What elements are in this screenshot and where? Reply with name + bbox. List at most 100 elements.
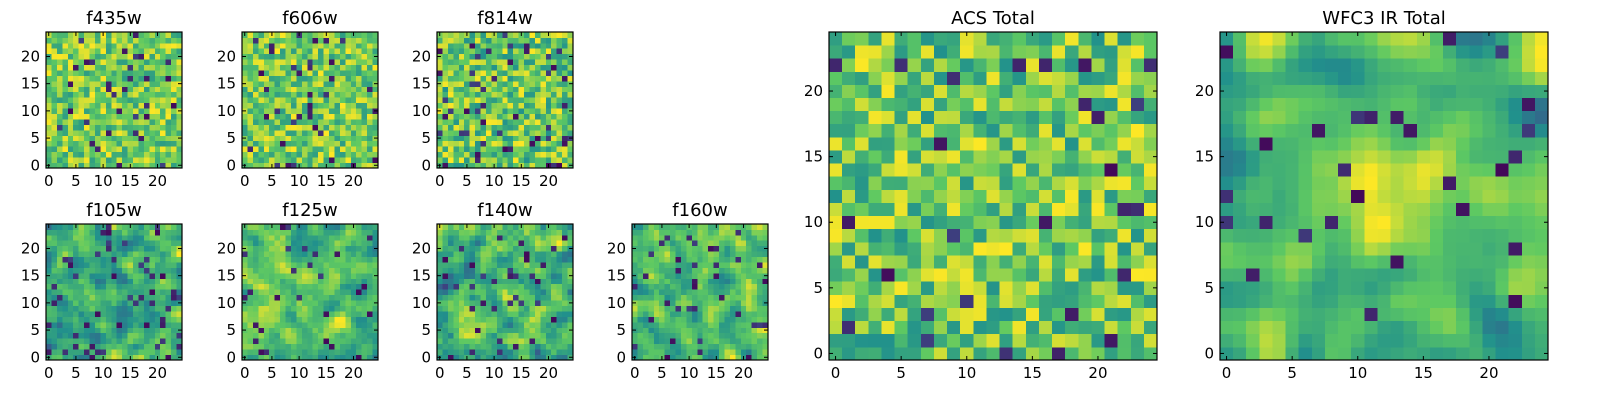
heatmap-cell — [485, 283, 492, 290]
heatmap-cell — [485, 267, 492, 274]
heatmap-cell — [518, 327, 525, 334]
heatmap-cell — [529, 289, 536, 296]
heatmap-cell — [545, 37, 552, 44]
heatmap-cell — [556, 300, 563, 306]
heatmap-cell — [312, 97, 319, 104]
heatmap-cell — [100, 294, 107, 301]
heatmap-cell — [56, 53, 63, 60]
heatmap-cell — [263, 113, 270, 120]
heatmap-cell — [138, 272, 145, 279]
heatmap-cell — [1052, 333, 1066, 348]
heatmap-cell — [105, 294, 112, 301]
heatmap-cell — [670, 289, 676, 296]
heatmap-cell — [545, 157, 552, 163]
heatmap-cell — [323, 140, 330, 147]
heatmap-cell — [529, 42, 536, 49]
heatmap-cell — [540, 305, 547, 312]
heatmap-cell — [280, 108, 286, 114]
heatmap-cell — [116, 234, 123, 241]
heatmap-cell — [356, 278, 363, 285]
heatmap-cell — [447, 75, 454, 82]
heatmap-cell — [274, 53, 281, 60]
heatmap-cell — [258, 327, 265, 334]
heatmap-cell — [78, 146, 85, 153]
heatmap-cell — [507, 289, 514, 296]
heatmap-cell — [247, 129, 254, 136]
heatmap-cell — [491, 86, 498, 93]
heatmap-cell — [171, 119, 177, 125]
heatmap-cell — [496, 283, 503, 290]
heatmap-cell — [653, 229, 660, 236]
heatmap-cell — [567, 267, 574, 274]
heatmap-cell — [475, 256, 481, 263]
heatmap-cell — [263, 332, 270, 339]
heatmap-cell — [464, 321, 471, 328]
heatmap-cell — [464, 251, 471, 258]
heatmap-cell — [269, 294, 276, 301]
heatmap-cell — [480, 135, 487, 142]
heatmap-cell — [442, 289, 449, 296]
heatmap-cell — [496, 251, 503, 258]
heatmap-cell — [345, 300, 352, 306]
heatmap-cell — [735, 229, 742, 236]
heatmap-cell — [999, 150, 1014, 164]
heatmap-cell — [502, 354, 509, 361]
heatmap-cell — [242, 91, 248, 98]
heatmap-cell — [329, 53, 335, 60]
heatmap-cell — [323, 316, 330, 323]
heatmap-cell — [518, 135, 525, 142]
heatmap-cell — [513, 234, 519, 241]
heatmap-cell — [116, 157, 123, 163]
heatmap-cell — [675, 240, 682, 247]
heatmap-cell — [252, 157, 259, 163]
heatmap-cell — [513, 48, 519, 55]
heatmap-cell — [252, 343, 259, 350]
heatmap-cell — [263, 283, 270, 290]
heatmap-cell — [518, 294, 525, 301]
heatmap-cell — [345, 332, 352, 339]
heatmap-cell — [562, 124, 568, 131]
heatmap-cell — [735, 245, 742, 252]
heatmap-cell — [56, 140, 63, 147]
heatmap-cell — [252, 97, 259, 104]
heatmap-cell — [475, 37, 481, 44]
heatmap-cell — [122, 75, 128, 82]
heatmap-cell — [62, 32, 69, 38]
heatmap-cell — [269, 338, 276, 345]
heatmap-cell — [518, 338, 525, 345]
heatmap-cell — [329, 97, 335, 104]
heatmap-cell — [740, 251, 747, 258]
heatmap-cell — [556, 86, 563, 93]
heatmap-cell — [307, 349, 314, 355]
heatmap-cell — [556, 224, 563, 230]
heatmap-cell — [534, 245, 541, 252]
heatmap-cell — [507, 267, 514, 274]
heatmap-cell — [453, 332, 460, 339]
heatmap-cell — [534, 75, 541, 82]
heatmap-cell — [285, 70, 292, 76]
heatmap-cell — [680, 305, 687, 312]
heatmap-cell — [947, 163, 961, 177]
heatmap-cell — [301, 229, 308, 236]
heatmap-cell — [920, 176, 935, 190]
x-tick-label: 10 — [94, 172, 113, 190]
heatmap-cell — [524, 338, 530, 345]
heatmap-cell — [947, 281, 961, 295]
heatmap-cell — [469, 229, 476, 236]
heatmap-cell — [149, 224, 156, 230]
heatmap-cell — [475, 354, 481, 361]
heatmap-cell — [78, 338, 85, 345]
heatmap-cell — [920, 150, 935, 164]
heatmap-cell — [485, 119, 492, 125]
heatmap-cell — [496, 300, 503, 306]
heatmap-cell — [334, 354, 341, 361]
heatmap-cell — [556, 119, 563, 125]
heatmap-cell — [73, 64, 80, 71]
heatmap-cell — [280, 113, 286, 120]
heatmap-cell — [149, 245, 156, 252]
heatmap-cell — [475, 64, 481, 71]
heatmap-cell — [562, 151, 568, 158]
heatmap-cell — [675, 278, 682, 285]
heatmap-cell — [263, 300, 270, 306]
heatmap-cell — [56, 80, 63, 87]
